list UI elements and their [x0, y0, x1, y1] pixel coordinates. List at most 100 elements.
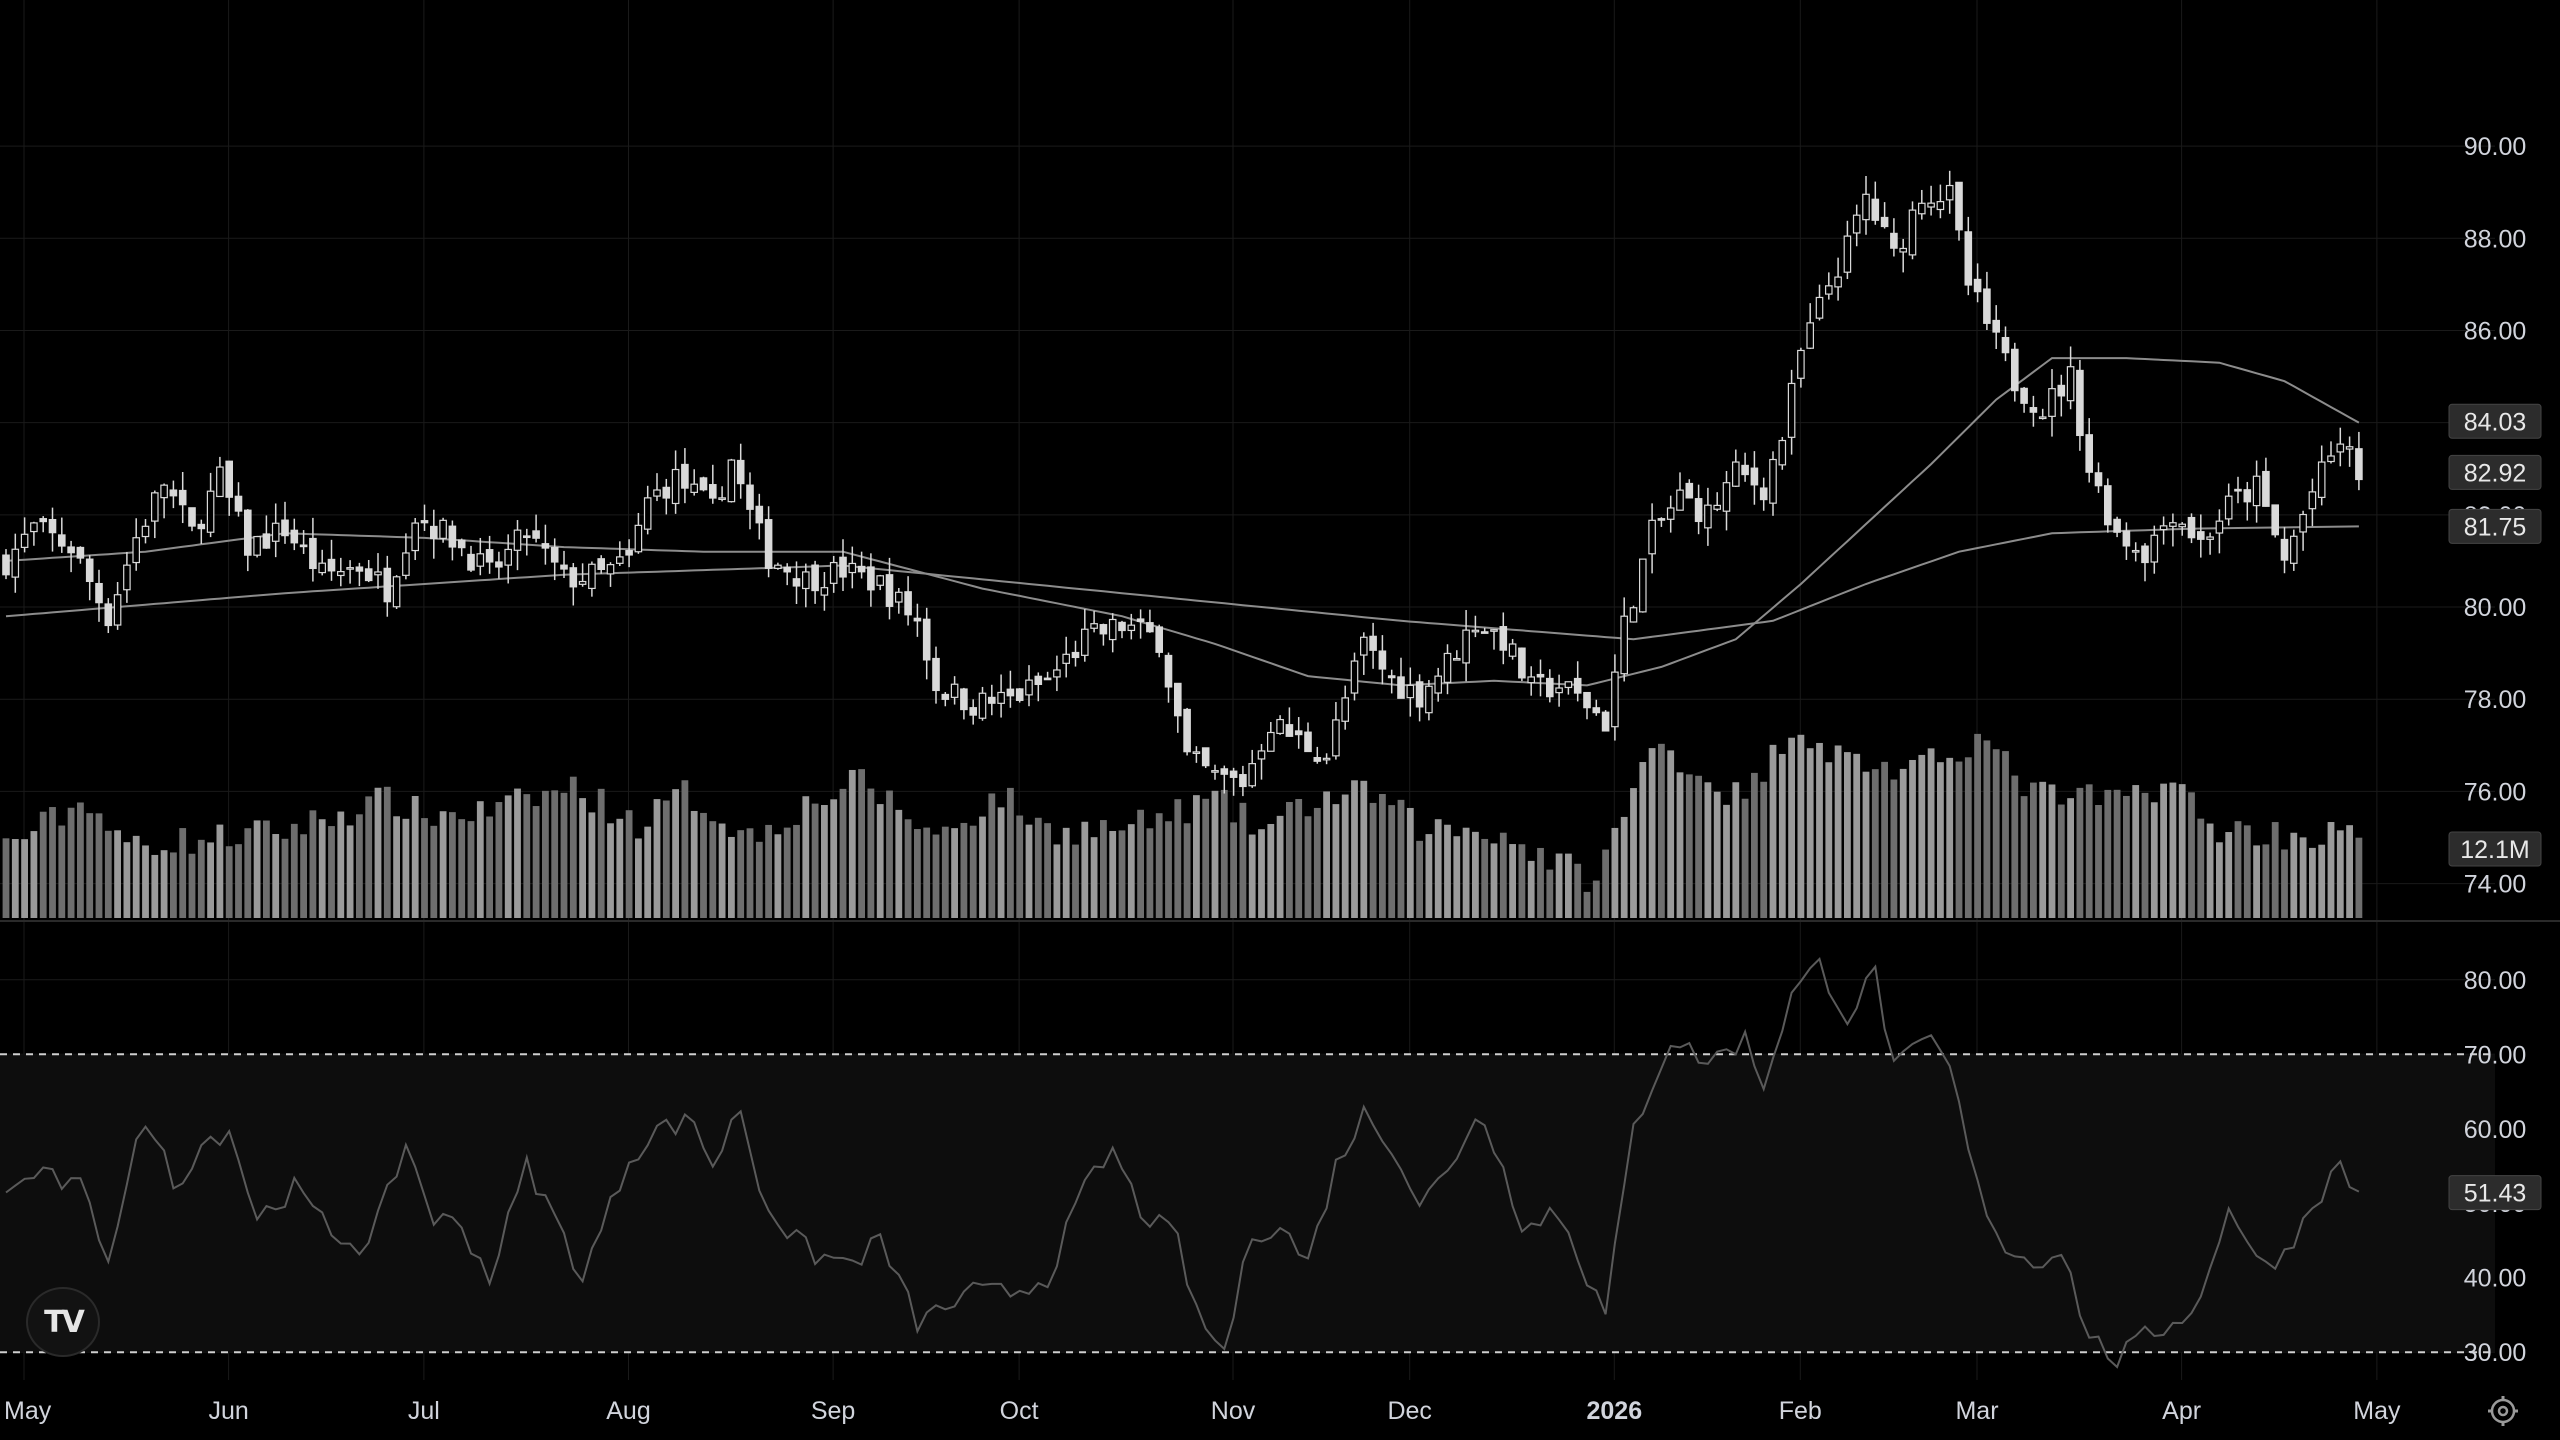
time-axis[interactable]: May Jun Jul Aug Sep Oct Nov Dec 2026 Feb Mar Apr May — [4, 1397, 2401, 1425]
volume-bar — [2002, 751, 2009, 918]
candle — [1638, 558, 1647, 613]
candle — [1806, 322, 1815, 349]
last-price-label-box — [2448, 403, 2542, 439]
candle — [225, 460, 234, 498]
candle — [2122, 530, 2131, 547]
candle — [104, 603, 113, 627]
candle — [699, 477, 708, 491]
volume-bar — [207, 842, 214, 918]
volume-bar — [2271, 822, 2279, 918]
rsi-line — [5, 956, 2360, 1369]
time-tick-label: Mar — [1955, 1397, 1998, 1425]
volume-bar — [123, 842, 131, 918]
gear-icon[interactable] — [2485, 1393, 2521, 1429]
volume-bar — [597, 788, 605, 918]
candle — [253, 535, 261, 556]
candle — [1936, 201, 1945, 211]
volume-bar — [11, 839, 19, 918]
volume-bar — [1927, 748, 1935, 918]
candle — [643, 497, 652, 530]
volume-bar — [300, 834, 307, 918]
candle — [1062, 653, 1071, 664]
volume-bar — [960, 822, 968, 918]
volume-bar — [1918, 754, 1926, 918]
volume-bar — [1955, 761, 1963, 918]
volume-bar — [681, 780, 689, 918]
candle — [857, 565, 866, 573]
volume-bar — [2076, 787, 2084, 918]
candle — [1211, 770, 1219, 773]
volume-bar — [914, 829, 921, 918]
volume-bar — [1778, 753, 1786, 918]
candle — [2252, 475, 2261, 507]
candle — [1908, 209, 1917, 256]
volume-bar — [486, 816, 493, 918]
volume-bar — [188, 853, 196, 918]
volume-bar — [402, 818, 410, 918]
last-price-label-box — [2448, 508, 2542, 544]
candle — [1220, 768, 1229, 775]
tradingview-logo-icon[interactable]: TV — [26, 1287, 100, 1357]
volume-bar — [1518, 844, 1526, 918]
volume-bar — [690, 810, 698, 918]
time-tick-label: May — [4, 1397, 52, 1425]
volume-bar — [1453, 836, 1461, 918]
candle — [1992, 319, 2001, 333]
candle — [2290, 535, 2298, 564]
volume-bar — [467, 821, 475, 918]
volume-bar — [2336, 830, 2344, 918]
volume-bar — [1137, 809, 1144, 918]
volume-bar — [383, 786, 391, 918]
volume-bar — [1109, 830, 1117, 918]
candle — [1080, 628, 1089, 656]
volume-bar — [644, 826, 652, 918]
candle — [1434, 675, 1443, 694]
candle — [1462, 629, 1470, 664]
volume-bar — [793, 824, 800, 918]
candle — [2, 554, 10, 576]
candle — [2327, 455, 2335, 463]
volume-bar — [77, 802, 84, 918]
candle — [987, 696, 996, 704]
candle — [2057, 384, 2066, 397]
candle — [1890, 232, 1898, 249]
candle — [318, 562, 327, 574]
candle — [597, 558, 606, 571]
volume-bar — [1062, 827, 1070, 918]
candle — [1834, 276, 1842, 288]
volume-bar — [1825, 762, 1833, 918]
candle — [1629, 607, 1638, 623]
volume-bar — [263, 820, 270, 918]
candle — [671, 468, 680, 505]
candle — [188, 507, 196, 527]
candle — [727, 459, 736, 503]
volume-bar — [1183, 823, 1191, 918]
candle — [411, 522, 420, 552]
candle — [1852, 214, 1861, 234]
volume-bar — [1974, 733, 1981, 918]
candle — [885, 574, 894, 607]
volume-bar — [1220, 789, 1228, 918]
time-tick-label: 2026 — [1586, 1397, 1642, 1425]
candle — [550, 546, 559, 563]
candle — [1173, 682, 1182, 717]
volume-bar — [2123, 795, 2130, 918]
price-tick-label: 86.00 — [2464, 317, 2527, 345]
candle — [746, 484, 754, 510]
candle — [2243, 489, 2252, 503]
candle — [1164, 654, 1173, 688]
candle — [839, 556, 847, 578]
candle — [867, 566, 875, 591]
rsi-tick-label: 30.00 — [2464, 1339, 2527, 1367]
candle — [922, 618, 931, 661]
volume-bar — [2253, 845, 2260, 918]
volume-bar — [718, 823, 726, 918]
candle — [2066, 366, 2075, 402]
volume-bar — [1964, 757, 1972, 918]
volume-bar — [504, 795, 512, 918]
volume-bar — [755, 841, 763, 918]
volume-bar — [514, 788, 521, 918]
volume-bar — [244, 828, 252, 918]
